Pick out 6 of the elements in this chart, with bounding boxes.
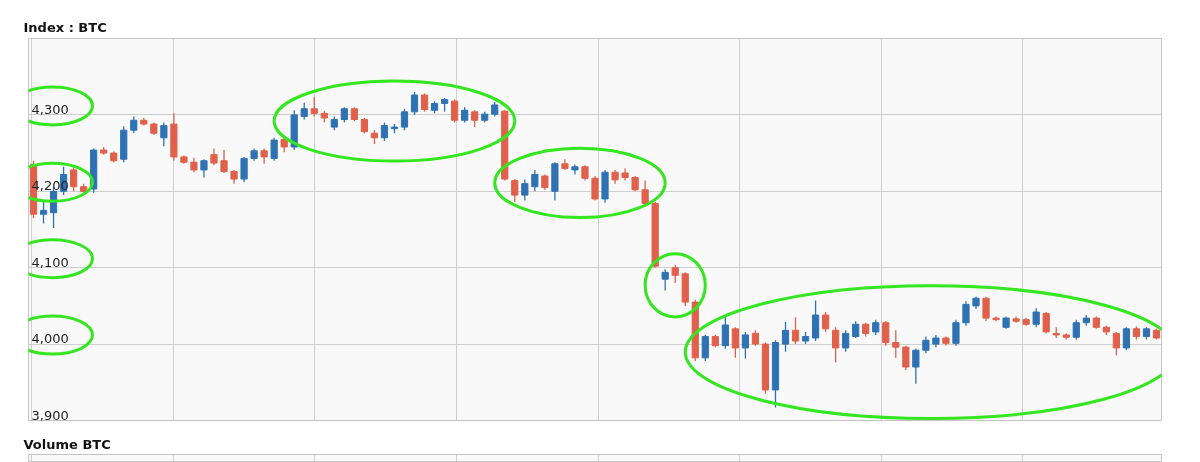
y-tick-label: 3,900 [31,407,69,423]
y-tick-label: 4,300 [31,101,69,117]
chart-title: Index : BTC [23,20,107,35]
y-tick-label: 4,100 [31,254,69,270]
y-tick-label: 4,000 [31,331,69,347]
text: Volume BTC [23,436,111,452]
